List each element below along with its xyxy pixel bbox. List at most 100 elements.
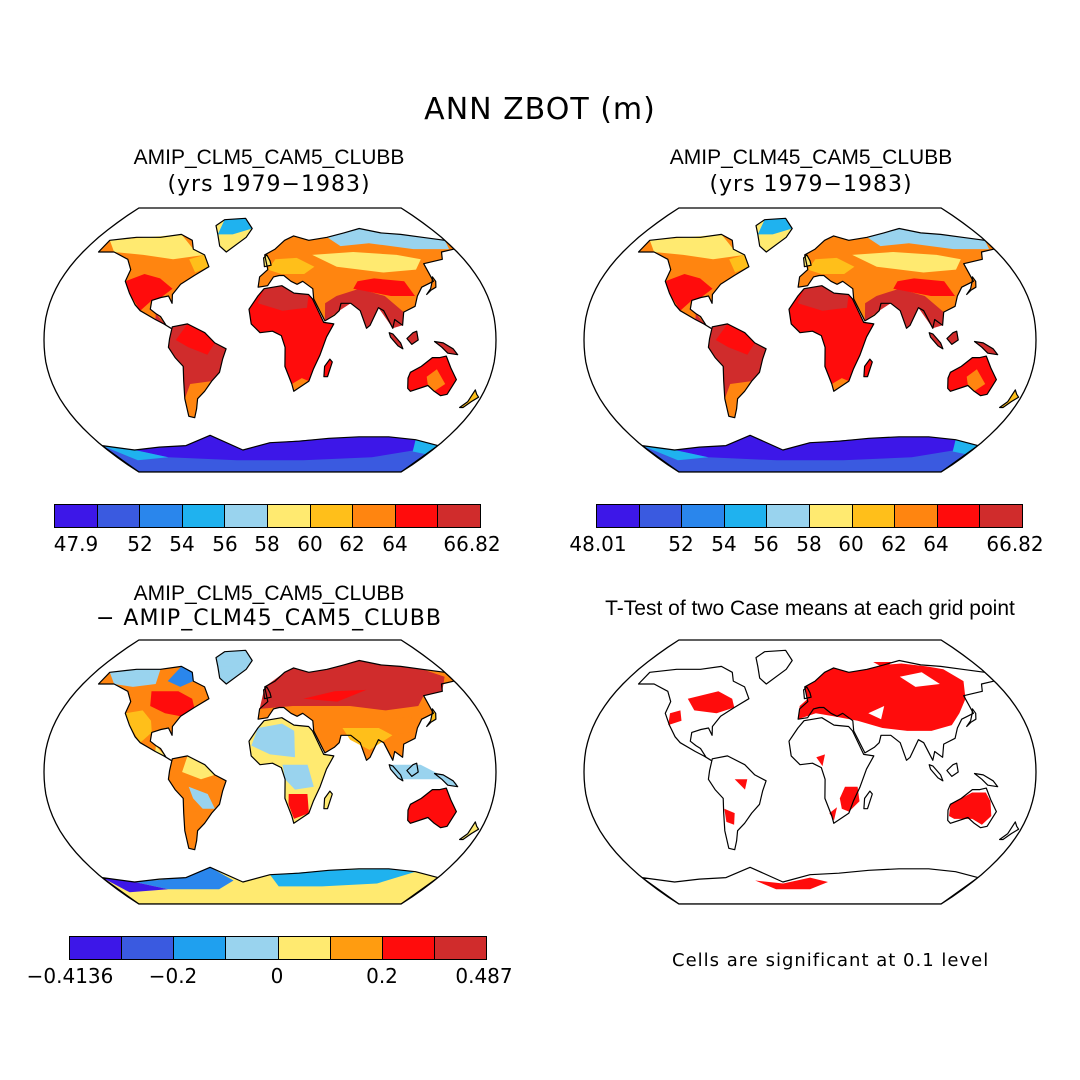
coastline-northAmerica xyxy=(637,233,750,329)
field-patch xyxy=(864,288,944,329)
field-patch xyxy=(125,710,152,743)
colorbar-swatch xyxy=(329,936,383,960)
field-patch xyxy=(392,716,416,736)
panel2-tick: 64 xyxy=(923,532,949,556)
field-patch xyxy=(324,288,404,329)
colorbar-swatch xyxy=(681,504,725,528)
map-border xyxy=(43,639,497,905)
significant-cells xyxy=(839,786,860,812)
field-patch xyxy=(217,218,253,235)
panel1-tick: 54 xyxy=(169,532,195,556)
field-patch xyxy=(125,274,173,311)
colorbar-swatch xyxy=(69,936,123,960)
panel4-map xyxy=(583,639,1037,905)
land-madagascar xyxy=(323,791,333,809)
panel3-tick: −0.2 xyxy=(148,964,198,988)
land-australia xyxy=(407,788,457,828)
land-sumatra xyxy=(389,764,403,781)
significance-note: Cells are significant at 0.1 level xyxy=(672,950,990,971)
significant-cells xyxy=(816,754,825,767)
coastline-madagascar xyxy=(323,358,333,378)
colorbar-swatch xyxy=(433,936,487,960)
panel2-map xyxy=(583,207,1037,473)
colorbar-swatch xyxy=(936,504,981,528)
colorbar-swatch xyxy=(352,504,396,528)
field-patch xyxy=(893,278,955,296)
coastline-newGuinea xyxy=(973,772,999,788)
land-newZealand xyxy=(999,389,1019,408)
panel2-colorbar xyxy=(596,504,1023,528)
land-sumatra xyxy=(389,332,403,349)
panel3-tick: 0.2 xyxy=(366,964,398,988)
colorbar-swatch xyxy=(267,504,311,528)
coastline-newZealand xyxy=(459,821,480,841)
panel4-title: T-Test of two Case means at each grid po… xyxy=(605,597,1015,620)
panel2-subtitle: (yrs 1979−1983) xyxy=(709,172,913,197)
land-eurasia xyxy=(258,228,455,329)
field-patch xyxy=(217,650,253,667)
field-patch xyxy=(807,257,855,274)
map-border xyxy=(583,639,1037,905)
colorbar-swatch xyxy=(894,504,938,528)
field-patch xyxy=(353,278,415,296)
panel3-tick: 0 xyxy=(270,964,284,988)
coastline-sumatra xyxy=(928,332,944,350)
field-patch xyxy=(251,723,295,758)
coastline-sumatra xyxy=(928,764,944,782)
colorbar-swatch xyxy=(309,504,354,528)
panel3-min-label: −0.4136 xyxy=(26,964,114,988)
panel2-tick: 52 xyxy=(668,532,694,556)
field-patch xyxy=(674,435,966,461)
coastline-newZealand xyxy=(999,389,1020,409)
significant-cells xyxy=(734,779,748,790)
coastline-northAmerica xyxy=(637,665,750,761)
coastline-africa xyxy=(248,285,335,392)
field-patch xyxy=(715,323,755,355)
panel1-tick: 60 xyxy=(297,532,323,556)
field-patch xyxy=(288,794,309,819)
coastline-japan xyxy=(966,276,977,296)
coastline-borneo xyxy=(946,762,959,777)
colorbar-swatch xyxy=(851,504,896,528)
field-patch xyxy=(182,755,215,780)
coastline-newZealand xyxy=(999,821,1020,841)
field-patch xyxy=(175,323,215,355)
coastline-greenland xyxy=(755,217,793,253)
field-patch xyxy=(852,252,961,273)
field-patch xyxy=(642,445,709,461)
coastline-southAmerica xyxy=(167,323,227,419)
map-border xyxy=(583,207,1037,473)
coastline-greenland xyxy=(215,217,253,253)
field-patch xyxy=(167,666,194,687)
significant-cells xyxy=(829,807,837,821)
coastline-madagascar xyxy=(863,358,873,378)
field-patch xyxy=(189,254,209,273)
land-madagascar xyxy=(323,359,333,377)
colorbar-swatch xyxy=(54,504,98,528)
panel2-tick: 58 xyxy=(796,532,822,556)
field-patch xyxy=(150,691,195,717)
field-patch xyxy=(134,435,426,461)
panel3-subtitle: − AMIP_CLM45_CAM5_CLUBB xyxy=(95,606,442,631)
coastline-southAmerica xyxy=(167,755,227,851)
field-patch xyxy=(952,439,978,455)
field-patch xyxy=(259,660,445,711)
coastline-uk xyxy=(263,254,272,268)
coastline-uk xyxy=(803,254,812,268)
field-patch xyxy=(649,234,745,260)
colorbar-swatch xyxy=(979,504,1023,528)
significant-cells xyxy=(949,792,992,825)
panel1-title: AMIP_CLM5_CAM5_CLUBB xyxy=(133,146,405,169)
coastline-eurasia xyxy=(257,227,455,329)
field-patch xyxy=(186,808,203,850)
land-newGuinea xyxy=(974,341,998,355)
coastline-newZealand xyxy=(459,389,480,409)
non-significant-cells xyxy=(868,706,885,720)
field-patch xyxy=(342,728,393,750)
coastline-australia xyxy=(407,787,457,829)
field-patch xyxy=(665,274,713,311)
coastline-japan xyxy=(426,708,437,728)
panel1-tick: 62 xyxy=(339,532,365,556)
coastline-australia xyxy=(407,355,457,397)
panel3-colorbar xyxy=(69,936,487,960)
